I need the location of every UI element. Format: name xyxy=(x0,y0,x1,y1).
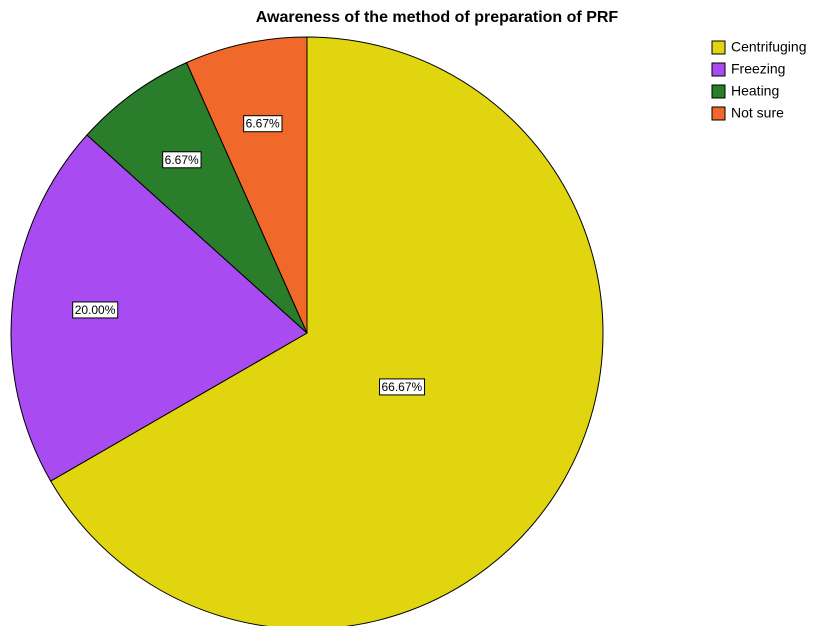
data-label: 6.67% xyxy=(246,117,280,131)
data-label: 66.67% xyxy=(382,380,423,394)
data-label-box xyxy=(243,115,283,133)
data-label: 20.00% xyxy=(75,303,116,317)
pie-slice xyxy=(50,36,604,626)
data-label-box xyxy=(379,378,426,396)
legend-swatch xyxy=(711,106,726,121)
data-label-box xyxy=(162,151,202,169)
legend-swatch xyxy=(711,40,726,55)
legend-label: Centrifuging xyxy=(731,39,807,55)
legend-swatch xyxy=(711,62,726,77)
legend-swatch xyxy=(711,84,726,99)
legend-label: Heating xyxy=(731,83,779,99)
pie-slice xyxy=(10,134,308,482)
data-label-box xyxy=(72,301,119,319)
data-label: 6.67% xyxy=(165,153,199,167)
pie-slice xyxy=(86,61,308,334)
chart-title: Awareness of the method of preparation o… xyxy=(256,9,619,26)
pie-slice xyxy=(185,36,308,334)
legend-label: Freezing xyxy=(731,61,785,77)
legend-label: Not sure xyxy=(731,105,784,121)
